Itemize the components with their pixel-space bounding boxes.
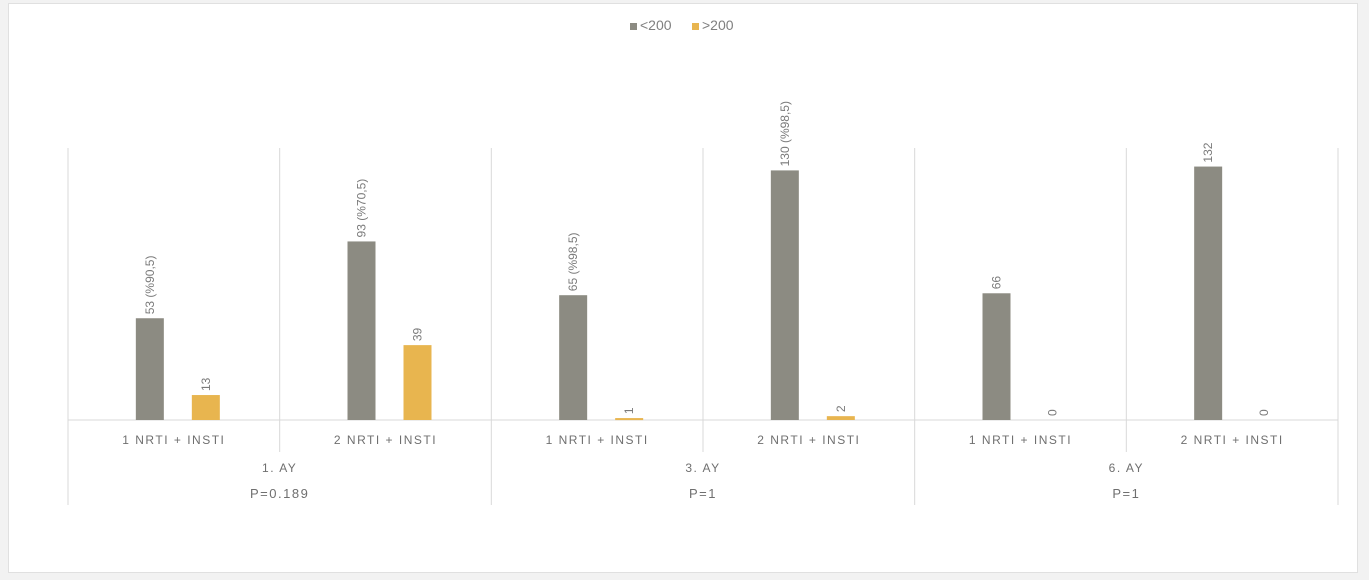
data-label-series1-cat1: 53 (%90,5) — [143, 256, 157, 315]
data-label-series2-cat1: 13 — [199, 377, 213, 391]
data-label-series2-cat4: 2 — [834, 405, 848, 412]
bar-series1-cat3 — [559, 295, 588, 420]
category-tick-label: 2 NRTI + INSTI — [334, 433, 437, 447]
bar-series1-cat5 — [982, 293, 1011, 420]
bar-series2-cat4 — [826, 416, 855, 420]
data-label-series1-cat2: 93 (%70,5) — [355, 179, 369, 238]
p-value-label: P=1 — [1112, 486, 1140, 501]
bar-series1-cat1 — [135, 318, 164, 420]
group-label: 1. AY — [262, 461, 297, 475]
data-label-series2-cat6: 0 — [1257, 409, 1271, 416]
bar-series2-cat2 — [403, 345, 432, 420]
bar-series1-cat2 — [347, 241, 376, 420]
p-value-label: P=1 — [689, 486, 717, 501]
category-tick-label: 2 NRTI + INSTI — [1181, 433, 1284, 447]
bar-series1-cat6 — [1194, 166, 1223, 420]
category-tick-label: 1 NRTI + INSTI — [546, 433, 649, 447]
category-tick-label: 1 NRTI + INSTI — [969, 433, 1072, 447]
group-label: 6. AY — [1109, 461, 1144, 475]
legend-marker-1 — [630, 23, 637, 30]
data-label-series2-cat2: 39 — [411, 327, 425, 341]
legend-label-1: <200 — [640, 17, 672, 33]
bar-series1-cat4 — [770, 170, 799, 420]
data-label-series1-cat6: 132 — [1201, 142, 1215, 162]
bar-series2-cat1 — [191, 395, 220, 420]
data-label-series2-cat3: 1 — [622, 407, 636, 414]
legend-label-2: >200 — [702, 17, 734, 33]
legend-marker-2 — [692, 23, 699, 30]
bar-series2-cat3 — [615, 418, 644, 421]
data-label-series1-cat3: 65 (%98,5) — [566, 232, 580, 291]
data-label-series2-cat5: 0 — [1046, 409, 1060, 416]
category-tick-label: 1 NRTI + INSTI — [122, 433, 225, 447]
data-label-series1-cat5: 66 — [990, 276, 1004, 290]
chart-frame — [8, 3, 1358, 573]
data-label-series1-cat4: 130 (%98,5) — [778, 101, 792, 166]
group-label: 3. AY — [685, 461, 720, 475]
category-tick-label: 2 NRTI + INSTI — [757, 433, 860, 447]
p-value-label: P=0.189 — [250, 486, 309, 501]
